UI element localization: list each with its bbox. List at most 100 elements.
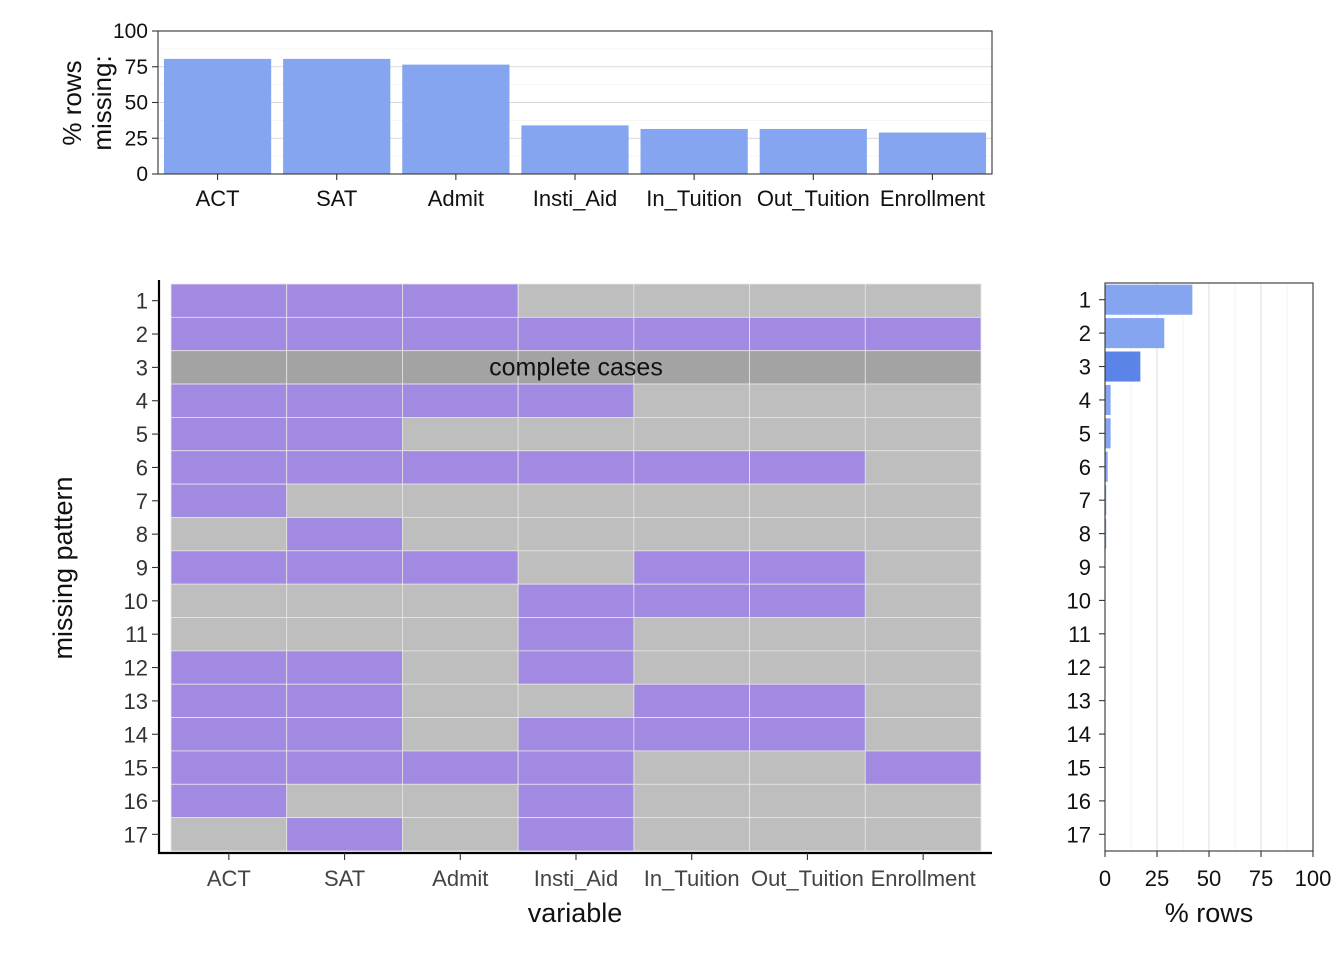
tile-3-out_tuition [749,350,866,385]
tile-2-sat [286,316,403,352]
tile-4-admit [402,383,519,418]
pattern-bar-8 [1105,518,1107,549]
tile-7-act [170,483,288,518]
tile-10-admit [402,583,519,618]
complete-cases-label: complete cases [489,353,663,381]
tile-15-enrollment [864,750,982,785]
tile-12-admit [402,650,519,685]
tile-8-insti_aid [517,517,635,552]
tile-1-enrollment [864,283,982,318]
main-y-tick-label: 2 [136,322,148,347]
tile-14-sat [286,717,403,752]
tile-9-act [170,550,288,585]
tile-3-enrollment [864,350,982,385]
tile-16-out_tuition [749,783,866,819]
top-x-tick-label: Admit [428,186,484,211]
tile-17-act [170,817,288,852]
tile-6-sat [286,450,403,485]
top-y-tick-label: 50 [125,92,148,115]
top-x-tick-label: In_Tuition [646,186,742,211]
main-y-tick-label: 5 [136,422,148,447]
main-y-tick-label: 16 [124,789,148,814]
tile-9-insti_aid [517,550,635,585]
pattern-bar-3 [1105,351,1141,382]
tile-6-insti_aid [517,450,635,485]
side-x-axis-label: % rows [1165,898,1254,928]
top-y-tick-label: 25 [125,127,148,150]
main-y-tick-label: 6 [136,455,148,480]
tile-14-act [170,717,288,752]
tile-16-sat [286,783,403,819]
missing-bar-act [163,58,272,175]
tile-4-insti_aid [517,383,635,418]
tile-1-out_tuition [749,283,866,318]
tile-8-admit [402,517,519,552]
tile-13-in_tuition [633,683,750,718]
pattern-bar-7 [1105,485,1107,516]
side-x-tick-label: 100 [1295,866,1332,891]
tile-5-act [170,417,288,452]
tile-15-sat [286,750,403,785]
tile-14-enrollment [864,717,982,752]
side-y-tick-label: 12 [1067,655,1091,680]
tile-14-insti_aid [517,717,635,752]
tile-4-out_tuition [749,383,866,418]
tile-17-out_tuition [749,817,866,852]
main-y-tick-label: 7 [136,489,148,514]
top-x-tick-label: Insti_Aid [533,186,617,211]
tile-13-insti_aid [517,683,635,718]
tile-11-enrollment [864,617,982,652]
main-y-tick-label: 4 [136,389,148,414]
side-y-tick-label: 9 [1079,555,1091,580]
tile-7-sat [286,483,403,518]
side-y-tick-label: 16 [1067,789,1091,814]
main-x-tick-label: Out_Tuition [751,866,864,891]
tile-2-admit [402,316,519,352]
tile-4-in_tuition [633,383,750,418]
side-y-tick-label: 17 [1067,822,1091,847]
missing-bar-insti_aid [521,125,629,174]
top-x-tick-label: Out_Tuition [757,186,870,211]
main-y-tick-label: 15 [124,756,148,781]
tile-13-admit [402,683,519,718]
tile-3-sat [286,350,403,385]
tile-15-act [170,750,288,785]
tile-17-admit [402,817,519,852]
top-y-tick-label: 75 [125,56,148,79]
main-y-tick-label: 10 [124,589,148,614]
main-x-tick-label: In_Tuition [644,866,740,891]
pattern-bar-4 [1105,384,1111,415]
top-y-axis-label-line: missing: [87,55,117,150]
tile-8-act [170,517,288,552]
tile-16-insti_aid [517,783,635,819]
tile-1-insti_aid [517,283,635,318]
tile-14-out_tuition [749,717,866,752]
tile-9-sat [286,550,403,585]
main-y-tick-label: 3 [136,355,148,380]
top-plot-border [157,30,993,175]
tile-6-in_tuition [633,450,750,485]
tile-11-insti_aid [517,617,635,652]
missing-bar-in_tuition [640,128,748,174]
tile-12-out_tuition [749,650,866,685]
missing-bar-out_tuition [759,128,867,174]
main-x-tick-label: Enrollment [871,866,976,891]
tile-3-in_tuition [633,350,750,385]
side-y-tick-label: 7 [1079,488,1091,513]
tile-7-insti_aid [517,483,635,518]
tile-12-in_tuition [633,650,750,685]
tile-13-sat [286,683,403,718]
tile-8-out_tuition [749,517,866,552]
top-x-tick-label: ACT [196,186,240,211]
tile-6-act [170,450,288,485]
tile-15-out_tuition [749,750,866,785]
tile-2-in_tuition [633,316,750,352]
side-y-tick-label: 11 [1068,622,1091,647]
tile-9-admit [402,550,519,585]
side-y-tick-label: 6 [1079,455,1091,480]
tile-2-act [170,316,288,352]
tile-5-enrollment [864,417,982,452]
tile-6-enrollment [864,450,982,485]
tile-13-enrollment [864,683,982,718]
